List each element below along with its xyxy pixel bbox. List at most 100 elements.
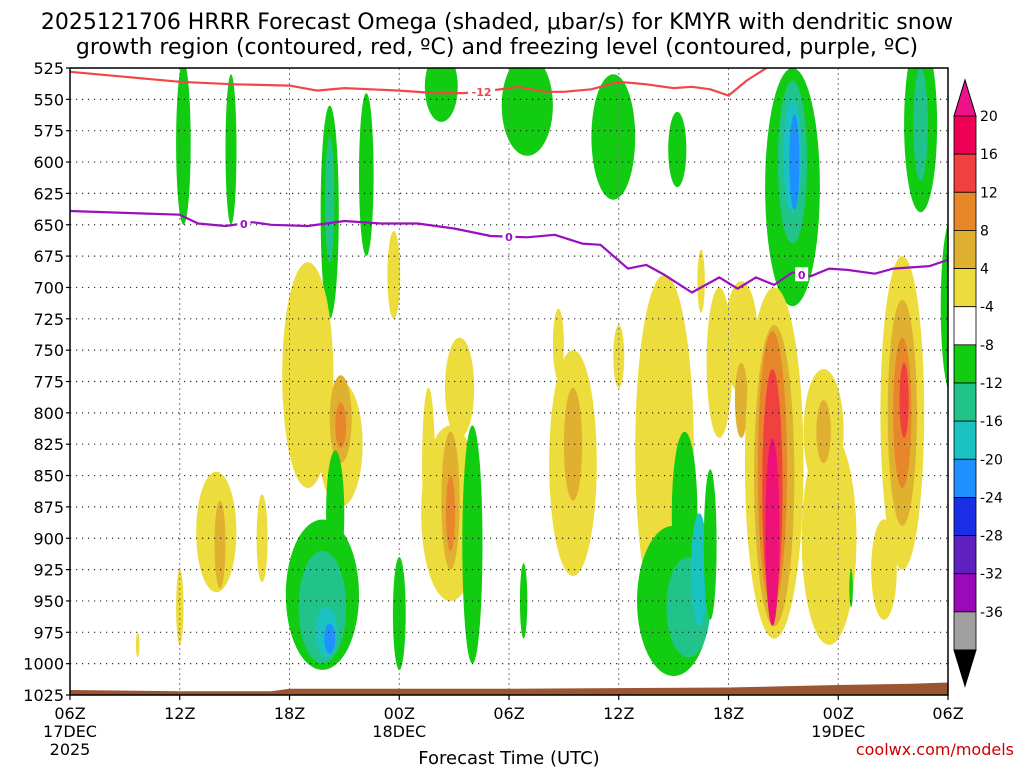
omega-cell-0 (176, 68, 191, 225)
y-tick-label-975: 975 (33, 623, 64, 642)
y-tick-label-700: 700 (33, 278, 64, 297)
colorbar-label-8: -16 (980, 414, 1003, 430)
y-tick-label-650: 650 (33, 216, 64, 235)
colorbar-swatch-1 (953, 153, 977, 193)
chart-title-line1: 2025121706 HRRR Forecast Omega (shaded, … (41, 10, 953, 35)
colorbar-label-3: 8 (980, 223, 989, 239)
colorbar-swatch-2 (953, 191, 977, 231)
x-axis-label: Forecast Time (UTC) (418, 748, 599, 768)
colorbar-label-0: 20 (980, 109, 998, 125)
omega-cell-23 (445, 337, 475, 438)
freezing-level-0C-label-bg-2 (795, 267, 809, 282)
y-tick-label-775: 775 (33, 373, 64, 392)
omega-cell-60 (519, 563, 528, 639)
omega-cell-8 (668, 111, 687, 188)
colorbar-swatch-6 (953, 344, 977, 384)
colorbar-label-7: -12 (980, 376, 1003, 392)
omega-cell-64 (691, 513, 708, 626)
omega-cell-38 (724, 281, 758, 394)
contour-layer: -12 0 0 0 (70, 68, 948, 294)
omega-cell-47 (816, 400, 831, 464)
omega-cell-32 (563, 387, 583, 501)
x-tick-label-36: 18Z (713, 704, 744, 723)
omega-cell-39 (734, 362, 748, 438)
omega-cell-44 (765, 438, 780, 626)
omega-cell-5 (424, 68, 458, 122)
y-tick-label-950: 950 (33, 592, 64, 611)
omega-cell-52 (871, 519, 897, 620)
x-date-label-42: 19DEC (811, 722, 865, 741)
y-axis: 525 550 575 600 625 650 675 700 725 750 775 800 825 8… (23, 59, 70, 705)
grid-layer (70, 68, 948, 695)
credit-text: coolwx.com/models (856, 740, 1014, 759)
omega-cell-54 (326, 450, 345, 576)
omega-cell-1 (225, 74, 237, 225)
omega-cell-34 (613, 325, 625, 388)
colorbar-label-10: -24 (980, 490, 1003, 506)
y-tick-label-925: 925 (33, 561, 64, 580)
y-tick-label-850: 850 (33, 467, 64, 486)
x-date-label-0: 17DEC (43, 722, 97, 741)
colorbar-label-4: 4 (980, 262, 989, 278)
omega-cell-15 (940, 223, 948, 389)
omega-cell-25 (445, 475, 456, 551)
colorbar-label-11: -28 (980, 529, 1003, 545)
omega-cell-7 (591, 74, 636, 200)
x-tick-label-48: 06Z (932, 704, 963, 723)
omega-cell-51 (899, 362, 909, 438)
omega-cell-19 (335, 402, 347, 448)
omega-cell-14 (913, 68, 928, 181)
y-tick-label-575: 575 (33, 122, 64, 141)
y-tick-label-800: 800 (33, 404, 64, 423)
x-tick-label-24: 06Z (493, 704, 524, 723)
y-tick-label-550: 550 (33, 90, 64, 109)
colorbar-swatch-9 (953, 458, 977, 498)
terrain-layer (70, 682, 948, 695)
freezing-level-0C-line (70, 209, 948, 294)
omega-cell-65 (703, 469, 717, 620)
colorbar-swatch-10 (953, 497, 977, 536)
omega-cell-66 (849, 569, 853, 608)
freezing-level-0C-label-bg-1 (502, 229, 516, 244)
colorbar-swatch-0 (953, 115, 977, 155)
colorbar-swatch-4 (953, 268, 977, 308)
omega-cell-33 (552, 308, 564, 379)
dendritic-growth-12C-label-bg-0 (468, 84, 496, 99)
omega-cell-6 (501, 68, 553, 156)
x-tick-label-30: 12Z (603, 704, 634, 723)
colorbar-label-13: -36 (980, 605, 1003, 621)
omega-cell-57 (324, 623, 336, 654)
dendritic-growth-12C-line (70, 68, 769, 97)
y-tick-label-675: 675 (33, 247, 64, 266)
colorbar-label-6: -8 (980, 338, 994, 354)
omega-cell-36 (697, 249, 705, 313)
terrain-fill (70, 682, 948, 695)
colorbar-label-9: -20 (980, 452, 1003, 468)
x-tick-label-42: 00Z (823, 704, 854, 723)
y-tick-label-875: 875 (33, 498, 64, 517)
omega-cell-27 (214, 500, 226, 589)
x-tick-label-12: 18Z (274, 704, 305, 723)
colorbar-swatch-3 (953, 230, 977, 269)
y-tick-label-625: 625 (33, 184, 64, 203)
colorbar-swatch-8 (953, 420, 977, 460)
x-tick-label-6: 12Z (164, 704, 195, 723)
freezing-level-0C-label-bg-0 (237, 216, 251, 231)
colorbar-swatch-5 (953, 306, 977, 346)
colorbar-swatch-13 (953, 611, 977, 651)
omega-cell-59 (462, 425, 483, 664)
colorbar-bottom-triangle (953, 649, 977, 688)
colorbar-label-5: -4 (980, 300, 994, 316)
omega-cell-3 (325, 137, 335, 263)
y-tick-label-600: 600 (33, 153, 64, 172)
y-tick-label-525: 525 (33, 59, 64, 78)
y-tick-label-900: 900 (33, 529, 64, 548)
omega-cell-4 (359, 93, 374, 257)
colorbar-swatch-11 (953, 535, 977, 575)
y-tick-label-725: 725 (33, 310, 64, 329)
omega-cell-20 (387, 231, 401, 319)
freezing-level-0C-label-0: 0 (240, 218, 248, 231)
y-tick-label-750: 750 (33, 341, 64, 360)
